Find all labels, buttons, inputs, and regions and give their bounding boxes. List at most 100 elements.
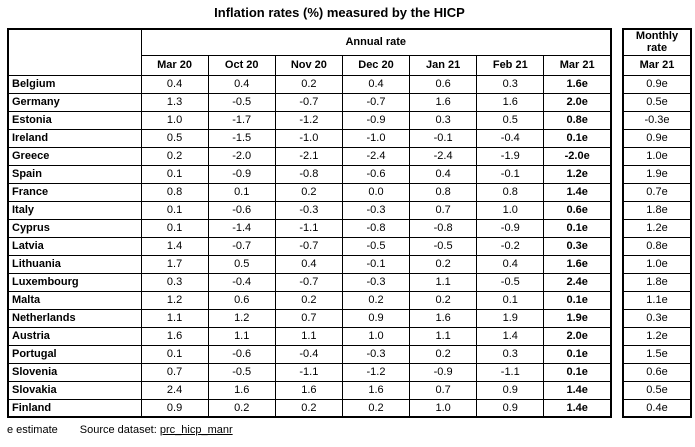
monthly-value-cell: 0.7e: [622, 182, 692, 202]
annual-value-cell: -1.1: [476, 362, 545, 382]
monthly-value-cell: 0.4e: [622, 398, 692, 418]
annual-value-cell: -0.8: [341, 218, 411, 238]
annual-value-cell: 0.3: [140, 272, 209, 292]
annual-value-cell: 0.2: [274, 290, 343, 310]
annual-value-cell: 1.2e: [543, 164, 612, 184]
annual-value-cell: 1.0: [409, 398, 478, 418]
annual-value-cell: -1.0: [341, 128, 411, 148]
annual-value-cell: 0.4: [140, 74, 209, 94]
table-row: 0.7e: [622, 182, 692, 202]
annual-value-cell: -0.1: [341, 254, 411, 274]
annual-value-cell: 1.4e: [543, 398, 612, 418]
annual-value-cell: 1.1: [274, 326, 343, 346]
annual-value-cell: -0.6: [207, 344, 276, 364]
annual-column-header: Dec 20: [341, 54, 411, 76]
monthly-value-cell: 0.9e: [622, 128, 692, 148]
annual-value-cell: 0.9: [476, 398, 545, 418]
annual-value-cell: 0.4: [274, 254, 343, 274]
annual-value-cell: 0.1e: [543, 128, 612, 148]
table-row: Netherlands 1.1 1.2 0.7 0.9 1.6 1.9 1.9e: [7, 308, 612, 328]
annual-value-cell: -0.6: [341, 164, 411, 184]
table-row: 0.8e: [622, 236, 692, 256]
country-cell: Estonia: [7, 110, 142, 130]
annual-value-cell: 0.2: [140, 146, 209, 166]
annual-value-cell: 0.4: [476, 254, 545, 274]
annual-value-cell: 0.6e: [543, 200, 612, 220]
table-row: Estonia 1.0 -1.7 -1.2 -0.9 0.3 0.5 0.8e: [7, 110, 612, 130]
annual-value-cell: -0.7: [274, 236, 343, 256]
annual-value-cell: 1.1: [140, 308, 209, 328]
annual-value-cell: -1.5: [207, 128, 276, 148]
corner-cell: [7, 28, 142, 76]
annual-value-cell: 0.5: [207, 254, 276, 274]
annual-value-cell: -0.5: [207, 92, 276, 112]
table-row: 1.9e: [622, 164, 692, 184]
estimate-note: e estimate: [7, 424, 58, 436]
annual-value-cell: -0.7: [341, 92, 411, 112]
country-cell: Malta: [7, 290, 142, 310]
annual-value-cell: -0.7: [274, 92, 343, 112]
annual-column-header: Mar 20: [140, 54, 209, 76]
annual-value-cell: 0.8: [476, 182, 545, 202]
annual-value-cell: -1.1: [274, 362, 343, 382]
annual-value-cell: -0.4: [274, 344, 343, 364]
annual-value-cell: 1.0: [341, 326, 411, 346]
table-row: Finland 0.9 0.2 0.2 0.2 1.0 0.9 1.4e: [7, 398, 612, 418]
annual-value-cell: -0.5: [341, 236, 411, 256]
annual-value-cell: 1.1: [409, 326, 478, 346]
annual-value-cell: 1.4: [476, 326, 545, 346]
annual-value-cell: 0.1: [476, 290, 545, 310]
country-cell: Slovenia: [7, 362, 142, 382]
table-row: Slovenia 0.7 -0.5 -1.1 -1.2 -0.9 -1.1 0.1e: [7, 362, 612, 382]
annual-value-cell: 0.2: [274, 398, 343, 418]
annual-value-cell: 0.2: [274, 182, 343, 202]
monthly-value-cell: 0.3e: [622, 308, 692, 328]
annual-value-cell: -1.9: [476, 146, 545, 166]
annual-rate-table: Annual rate Mar 20 Oct 20 Nov 20 Dec 20 Jan …: [7, 28, 612, 418]
country-cell: Ireland: [7, 128, 142, 148]
table-row: 0.5e: [622, 92, 692, 112]
annual-value-cell: 1.2: [207, 308, 276, 328]
annual-value-cell: 0.7: [140, 362, 209, 382]
table-row: 1.0e: [622, 254, 692, 274]
annual-value-cell: 1.6: [409, 308, 478, 328]
annual-value-cell: 1.1: [207, 326, 276, 346]
monthly-value-cell: 1.0e: [622, 254, 692, 274]
annual-value-cell: 0.4: [341, 74, 411, 94]
annual-value-cell: 0.3e: [543, 236, 612, 256]
source-dataset-link[interactable]: prc_hicp_manr: [159, 424, 233, 436]
country-cell: Austria: [7, 326, 142, 346]
annual-value-cell: 0.2: [409, 344, 478, 364]
annual-column-header-row: Mar 20 Oct 20 Nov 20 Dec 20 Jan 21 Feb 21 Mar …: [8, 54, 612, 76]
monthly-value-cell: 1.2e: [622, 218, 692, 238]
page: Inflation rates (%) measured by the HICP…: [7, 5, 692, 436]
annual-value-cell: 0.8: [140, 182, 209, 202]
annual-value-cell: 0.6: [207, 290, 276, 310]
monthly-value-cell: 1.8e: [622, 200, 692, 220]
table-row: -0.3e: [622, 110, 692, 130]
annual-value-cell: -1.2: [274, 110, 343, 130]
table-row: 1.0e: [622, 146, 692, 166]
annual-value-cell: 1.6: [274, 380, 343, 400]
monthly-rate-table: Monthly rate Mar 21 0.9e 0.5e -0.3e 0.9e 1.0…: [622, 28, 692, 418]
table-row: 0.3e: [622, 308, 692, 328]
table-row: Italy 0.1 -0.6 -0.3 -0.3 0.7 1.0 0.6e: [7, 200, 612, 220]
annual-value-cell: -1.1: [274, 218, 343, 238]
table-row: Cyprus 0.1 -1.4 -1.1 -0.8 -0.8 -0.9 0.1e: [7, 218, 612, 238]
annual-value-cell: 1.6: [207, 380, 276, 400]
annual-value-cell: 0.6: [409, 74, 478, 94]
annual-value-cell: -0.2: [476, 236, 545, 256]
annual-value-cell: -0.7: [274, 272, 343, 292]
annual-value-cell: 0.1: [207, 182, 276, 202]
annual-column-header: Feb 21: [476, 54, 545, 76]
table-row: 0.9e: [622, 128, 692, 148]
annual-value-cell: 0.4: [409, 164, 478, 184]
annual-value-cell: 1.4e: [543, 380, 612, 400]
monthly-rate-group-header: Monthly rate: [622, 28, 692, 56]
country-cell: Italy: [7, 200, 142, 220]
annual-value-cell: -0.3: [274, 200, 343, 220]
tables-row: Annual rate Mar 20 Oct 20 Nov 20 Dec 20 Jan …: [7, 28, 692, 418]
page-title: Inflation rates (%) measured by the HICP: [214, 5, 465, 20]
annual-value-cell: 1.6e: [543, 74, 612, 94]
annual-value-cell: 0.2: [341, 398, 411, 418]
